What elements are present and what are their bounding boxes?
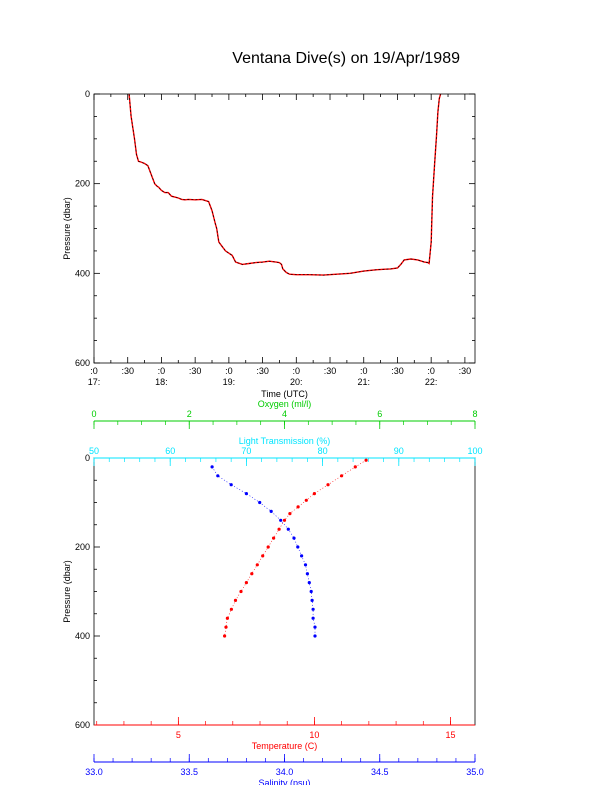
profile-line-salinity — [211, 466, 316, 636]
axis-tick-label: 34.0 — [276, 767, 294, 777]
x-tick-label: 21: — [357, 377, 370, 387]
profile-point-salinity — [303, 563, 308, 567]
x-tick-label: :0 — [158, 366, 166, 376]
profile-point-salinity — [244, 492, 248, 496]
axis-tick-label: 70 — [241, 446, 251, 456]
x-axis-label: Time (UTC) — [261, 389, 308, 399]
x-tick-label: :30 — [324, 366, 337, 376]
pressure-trace-black — [128, 93, 441, 276]
profile-point-salinity — [305, 572, 309, 576]
y-tick-label: 600 — [75, 358, 90, 368]
profile-point-temperature — [250, 572, 254, 576]
x-tick-label: :30 — [189, 366, 202, 376]
profile-point-salinity — [309, 589, 313, 594]
profile-point-temperature — [261, 554, 265, 558]
x-tick-label: :30 — [121, 366, 134, 376]
x-tick-label: 19: — [223, 377, 236, 387]
profile-point-temperature — [272, 536, 276, 540]
profile-point-salinity — [229, 483, 233, 487]
axis-title: Oxygen (ml/l) — [258, 399, 312, 409]
profile-point-salinity — [292, 536, 296, 540]
profile-point-salinity — [313, 625, 317, 629]
profile-point-salinity — [313, 634, 317, 638]
y-tick-label: 400 — [75, 268, 90, 278]
profile-point-salinity — [311, 607, 315, 611]
profile-point-salinity — [310, 598, 314, 603]
profile-point-temperature — [225, 616, 229, 620]
axis-title: Temperature (C) — [252, 741, 318, 751]
y-tick-label: 200 — [75, 179, 90, 189]
x-tick-label: :0 — [360, 366, 368, 376]
y2-tick-label: 400 — [75, 631, 90, 641]
plot1-frame — [93, 93, 476, 364]
y-axis-label: Pressure (dbar) — [62, 197, 72, 260]
axis-title: Light Transmission (%) — [239, 436, 331, 446]
x-tick-label: :0 — [293, 366, 301, 376]
profile-point-temperature — [340, 474, 344, 478]
x-tick-label: 20: — [290, 377, 303, 387]
axis-tick-label: 10 — [309, 730, 319, 740]
profile-point-temperature — [277, 527, 281, 531]
axis-tick-label: 15 — [445, 730, 455, 740]
axis-tick-label: 100 — [467, 446, 482, 456]
x-tick-label: :30 — [459, 366, 472, 376]
profile-point-temperature — [224, 625, 228, 629]
axis-tick-label: 5 — [176, 730, 181, 740]
plot2-frame — [93, 457, 476, 726]
profile-point-salinity — [216, 474, 220, 478]
axis-tick-label: 6 — [377, 409, 382, 419]
axis-tick-label: 8 — [472, 409, 477, 419]
y2-tick-label: 0 — [85, 453, 90, 463]
profile-point-salinity — [307, 581, 311, 585]
axis-tick-label: 33.0 — [85, 767, 103, 777]
axis-tick-label: 90 — [394, 446, 404, 456]
x-tick-label: :0 — [90, 366, 98, 376]
profile-point-salinity — [269, 509, 273, 513]
profile-point-temperature — [223, 634, 227, 638]
profile-point-salinity — [311, 616, 315, 620]
axis-tick-label: 50 — [89, 446, 99, 456]
y2-tick-label: 600 — [75, 720, 90, 730]
axis-tick-label: 4 — [282, 409, 287, 419]
profile-point-salinity — [296, 545, 300, 549]
profile-line-temperature — [224, 459, 367, 637]
axis-tick-label: 60 — [165, 446, 175, 456]
chart-title: Ventana Dive(s) on 19/Apr/1989 — [232, 50, 460, 67]
axis-tick-label: 80 — [318, 446, 328, 456]
axis-tick-label: 35.0 — [466, 767, 484, 777]
x-tick-label: :30 — [256, 366, 269, 376]
x-tick-label: :0 — [427, 366, 435, 376]
axis-tick-label: 34.5 — [371, 767, 389, 777]
x-tick-label: 17: — [88, 377, 101, 387]
y-tick-label: 0 — [85, 89, 90, 99]
axis-title: Salinity (psu) — [258, 778, 310, 785]
x-tick-label: :30 — [391, 366, 404, 376]
pressure-trace-red — [128, 93, 442, 276]
x-tick-label: 18: — [155, 377, 168, 387]
axis-tick-label: 0 — [91, 409, 96, 419]
x-tick-label: :0 — [225, 366, 233, 376]
profile-point-temperature — [266, 545, 270, 549]
y2-axis-label: Pressure (dbar) — [62, 560, 72, 623]
profile-point-temperature — [229, 607, 233, 611]
x-tick-label: 22: — [425, 377, 438, 387]
axis-tick-label: 33.5 — [180, 767, 198, 777]
axis-tick-label: 2 — [187, 409, 192, 419]
profile-point-temperature — [282, 518, 287, 522]
profile-point-temperature — [239, 589, 243, 594]
y2-tick-label: 200 — [75, 542, 90, 552]
